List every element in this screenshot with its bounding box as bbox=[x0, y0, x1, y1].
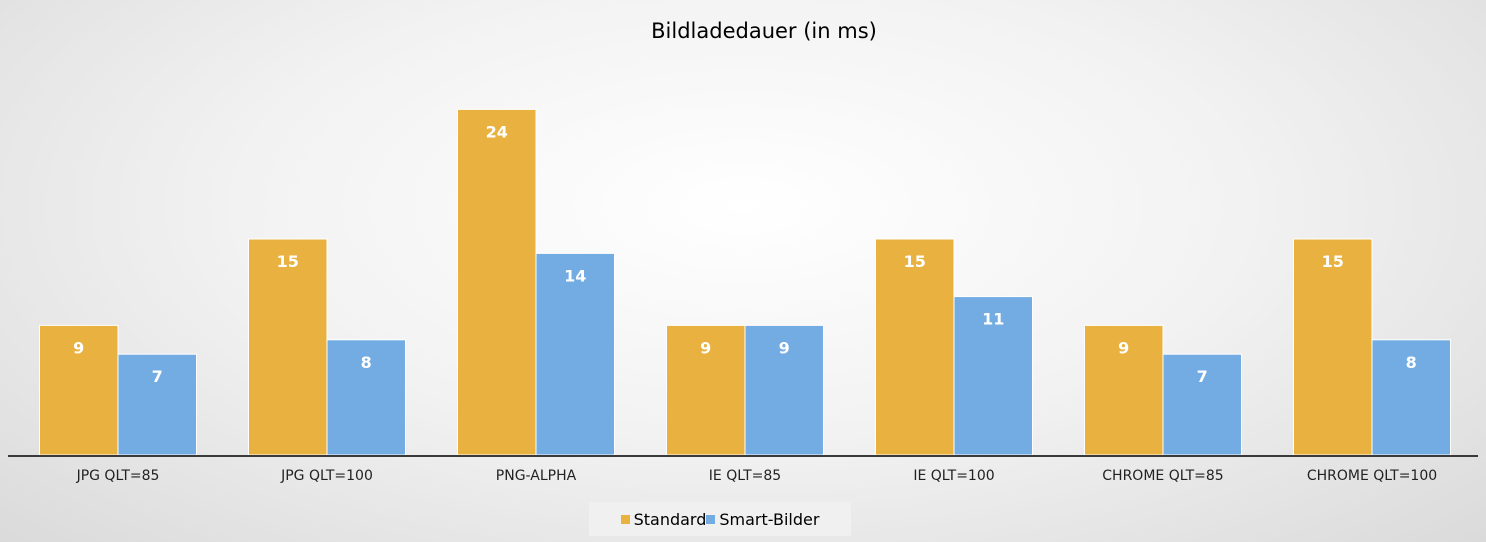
x-tick-label-jpg-qlt-85: JPG QLT=85 bbox=[76, 468, 160, 484]
x-tick-label-ie-qlt-85: IE QLT=85 bbox=[709, 468, 781, 484]
data-label-standard-chrome-qlt-85: 9 bbox=[1118, 338, 1129, 357]
data-label-smart-bilder-ie-qlt-85: 9 bbox=[779, 338, 790, 357]
legend: Standard Smart-Bilder bbox=[589, 502, 851, 536]
data-label-standard-jpg-qlt-100: 15 bbox=[277, 252, 299, 271]
bar-smart-bilder-png-alpha bbox=[535, 252, 615, 456]
legend-label-smart-bilder: Smart-Bilder bbox=[719, 509, 820, 529]
data-label-smart-bilder-chrome-qlt-85: 7 bbox=[1197, 367, 1208, 386]
x-tick-label-jpg-qlt-100: JPG QLT=100 bbox=[280, 468, 373, 484]
x-tick-label-ie-qlt-100: IE QLT=100 bbox=[913, 468, 994, 484]
bar-smart-bilder-jpg-qlt-85 bbox=[117, 353, 197, 456]
data-label-standard-jpg-qlt-85: 9 bbox=[73, 338, 84, 357]
bar-smart-bilder-ie-qlt-85 bbox=[744, 324, 824, 456]
x-tick-label-chrome-qlt-100: CHROME QLT=100 bbox=[1307, 468, 1437, 484]
legend-item-smart-bilder: Smart-Bilder bbox=[706, 510, 819, 529]
bar-standard-ie-qlt-100 bbox=[875, 238, 955, 456]
data-label-standard-chrome-qlt-100: 15 bbox=[1322, 252, 1344, 271]
data-label-smart-bilder-ie-qlt-100: 11 bbox=[982, 310, 1004, 329]
bar-standard-ie-qlt-85 bbox=[666, 324, 746, 456]
bar-standard-chrome-qlt-100 bbox=[1293, 238, 1373, 456]
legend-swatch-standard bbox=[620, 514, 630, 524]
data-label-smart-bilder-chrome-qlt-100: 8 bbox=[1406, 353, 1417, 372]
chart-title: Bildladedauer (in ms) bbox=[651, 19, 877, 43]
bar-standard-chrome-qlt-85 bbox=[1084, 324, 1164, 456]
data-label-smart-bilder-jpg-qlt-100: 8 bbox=[361, 353, 372, 372]
data-label-standard-png-alpha: 24 bbox=[486, 122, 508, 141]
bar-standard-jpg-qlt-85 bbox=[39, 324, 119, 456]
legend-label-standard: Standard bbox=[633, 509, 707, 529]
bars-group bbox=[39, 108, 1451, 456]
x-tick-label-png-alpha: PNG-ALPHA bbox=[496, 468, 577, 484]
bar-smart-bilder-chrome-qlt-100 bbox=[1371, 339, 1451, 456]
bar-standard-png-alpha bbox=[457, 108, 537, 456]
data-label-standard-ie-qlt-85: 9 bbox=[700, 338, 711, 357]
x-tick-label-chrome-qlt-85: CHROME QLT=85 bbox=[1102, 468, 1223, 484]
bar-standard-jpg-qlt-100 bbox=[248, 238, 328, 456]
legend-item-standard: Standard bbox=[620, 509, 707, 529]
data-label-standard-ie-qlt-100: 15 bbox=[904, 252, 926, 271]
legend-swatch-smart-bilder bbox=[706, 514, 716, 524]
data-labels-group: 9 7 15 8 24 14 9 9 15 11 9 7 15 8 bbox=[73, 122, 1417, 386]
bar-smart-bilder-jpg-qlt-100 bbox=[326, 339, 406, 456]
x-tick-labels-group: JPG QLT=85 JPG QLT=100 PNG-ALPHA IE QLT=85 I… bbox=[76, 468, 1438, 484]
data-label-smart-bilder-jpg-qlt-85: 7 bbox=[152, 367, 163, 386]
data-label-smart-bilder-png-alpha: 14 bbox=[564, 266, 586, 285]
